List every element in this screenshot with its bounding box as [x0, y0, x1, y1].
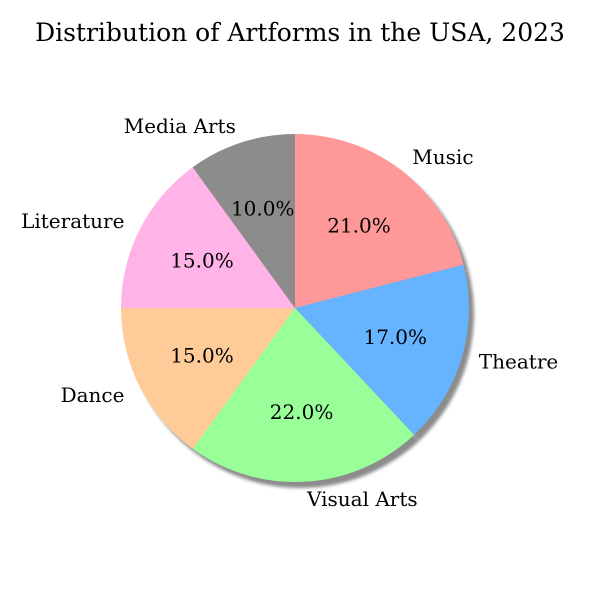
pct-label-media-arts: 10.0%	[231, 197, 295, 221]
slice-literature	[121, 167, 295, 308]
slice-music	[295, 134, 464, 308]
slice-media-arts	[192, 134, 295, 308]
pie-labels: 21.0% Music 17.0% Theatre 22.0% Visual Arts 15…	[21, 114, 558, 511]
category-label-theatre: Theatre	[479, 349, 558, 373]
slice-visual-arts	[192, 308, 415, 483]
category-label-visual-arts: Visual Arts	[306, 487, 418, 511]
pct-label-visual-arts: 22.0%	[270, 400, 334, 424]
category-label-literature: Literature	[21, 209, 124, 233]
pct-label-theatre: 17.0%	[363, 325, 427, 349]
pct-label-music: 21.0%	[327, 214, 391, 238]
chart-title: Distribution of Artforms in the USA, 202…	[35, 18, 565, 47]
category-label-dance: Dance	[61, 383, 125, 407]
category-label-music: Music	[412, 145, 473, 169]
pie-slices	[120, 134, 470, 483]
pct-label-literature: 15.0%	[170, 249, 234, 273]
category-label-media-arts: Media Arts	[124, 114, 236, 138]
pct-label-dance: 15.0%	[170, 343, 234, 367]
slice-theatre	[295, 264, 470, 435]
slice-dance	[120, 308, 295, 449]
